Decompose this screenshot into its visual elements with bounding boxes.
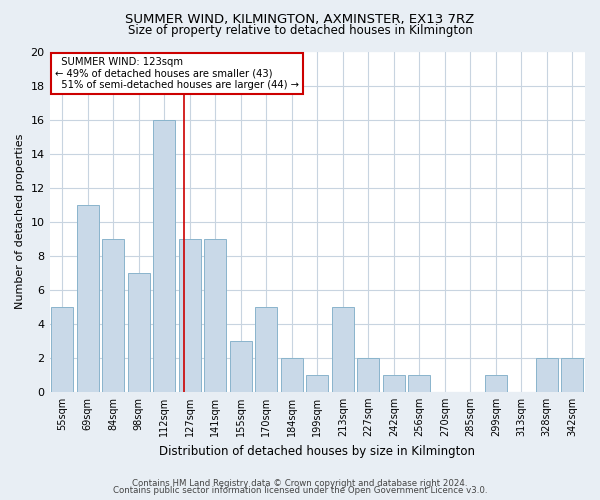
Text: Size of property relative to detached houses in Kilmington: Size of property relative to detached ho…	[128, 24, 472, 37]
Bar	[536, 358, 557, 392]
Bar	[179, 238, 200, 392]
Bar	[562, 358, 583, 392]
Bar	[77, 204, 98, 392]
Bar	[383, 375, 404, 392]
Bar	[332, 306, 353, 392]
Bar	[205, 238, 226, 392]
Bar	[128, 272, 149, 392]
Bar	[230, 341, 251, 392]
Text: Contains HM Land Registry data © Crown copyright and database right 2024.: Contains HM Land Registry data © Crown c…	[132, 478, 468, 488]
Text: SUMMER WIND: 123sqm
← 49% of detached houses are smaller (43)
  51% of semi-deta: SUMMER WIND: 123sqm ← 49% of detached ho…	[55, 56, 299, 90]
Text: SUMMER WIND, KILMINGTON, AXMINSTER, EX13 7RZ: SUMMER WIND, KILMINGTON, AXMINSTER, EX13…	[125, 12, 475, 26]
Bar	[358, 358, 379, 392]
X-axis label: Distribution of detached houses by size in Kilmington: Distribution of detached houses by size …	[159, 444, 475, 458]
Text: Contains public sector information licensed under the Open Government Licence v3: Contains public sector information licen…	[113, 486, 487, 495]
Bar	[281, 358, 302, 392]
Y-axis label: Number of detached properties: Number of detached properties	[15, 134, 25, 310]
Bar	[256, 306, 277, 392]
Bar	[485, 375, 506, 392]
Bar	[409, 375, 430, 392]
Bar	[103, 238, 124, 392]
Bar	[52, 306, 73, 392]
Bar	[307, 375, 328, 392]
Bar	[154, 120, 175, 392]
